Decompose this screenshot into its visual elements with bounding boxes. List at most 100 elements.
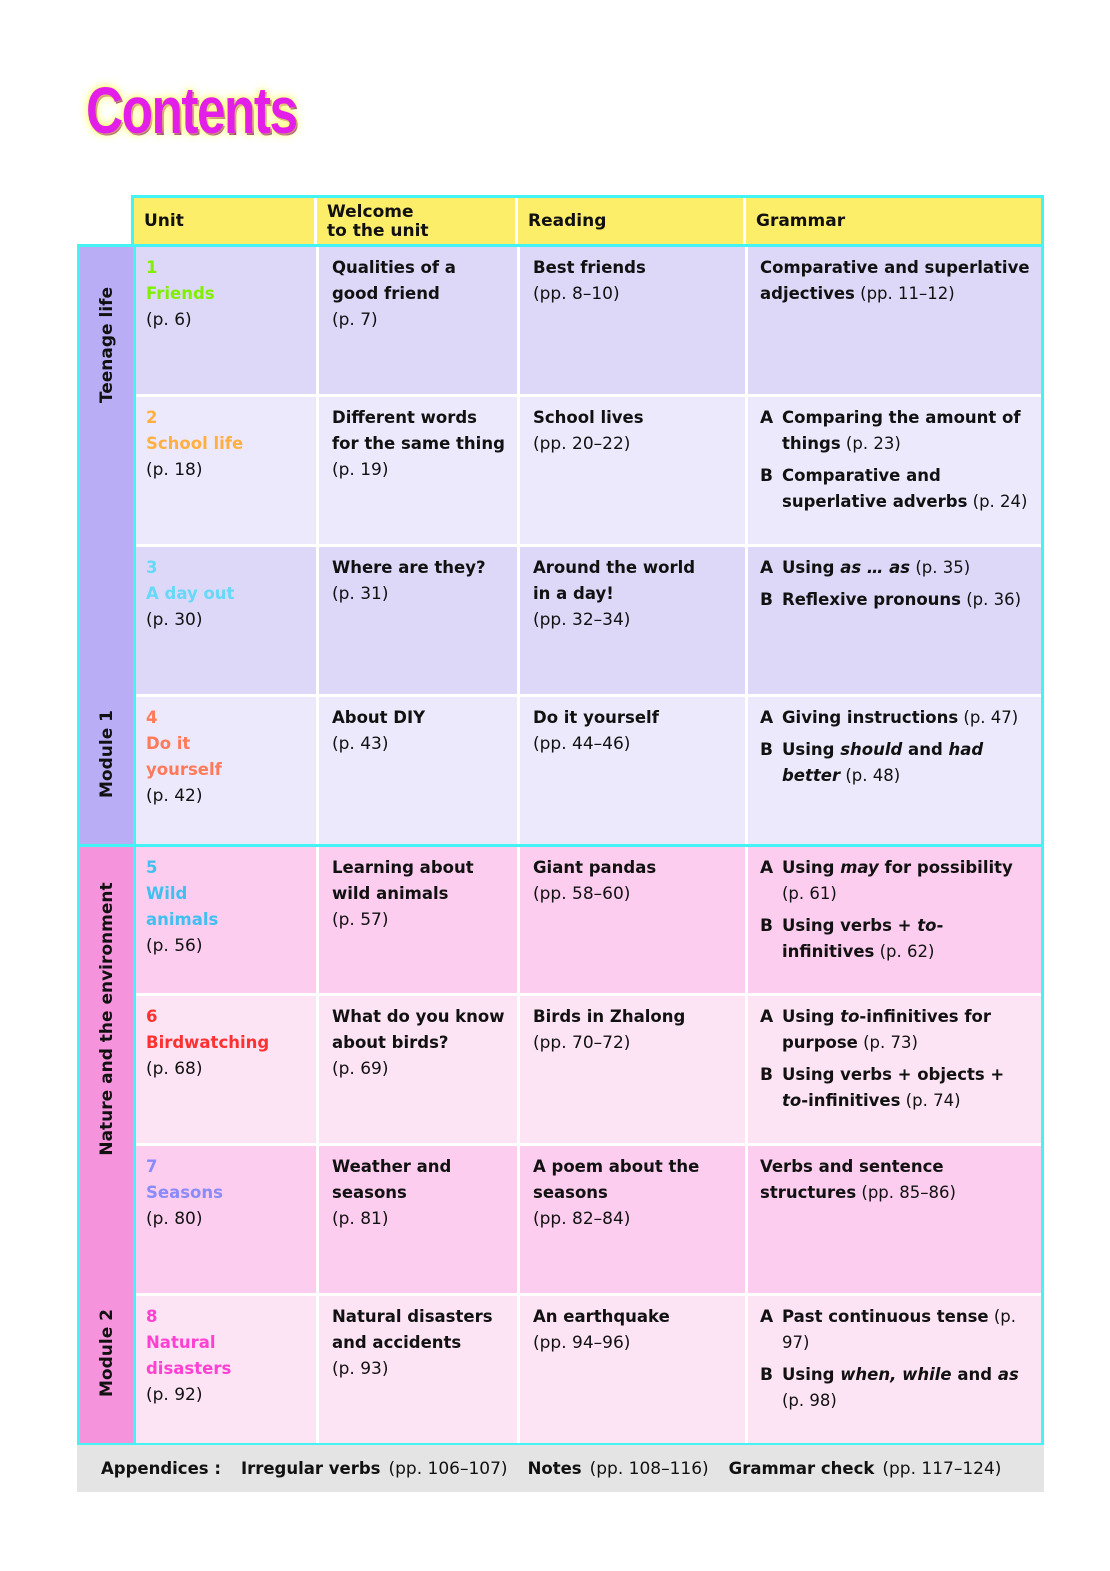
reading-title: in a day! [533, 583, 614, 603]
unit-row: 4 Do it yourself (p. 42) About DIY (p. 43) Do … [136, 696, 1041, 847]
welcome-title: Qualities of a [332, 258, 456, 277]
grammar-item-text: Comparative and superlative adjectives (… [760, 255, 1031, 307]
grammar-item: A Past continuous tense (p. 97) [760, 1304, 1031, 1356]
welcome-cell: Different words for the same thing (p. 19) [319, 396, 520, 544]
unit-number: 2 [146, 407, 158, 427]
grammar-text: Comparative and superlative adjectives [760, 258, 1030, 303]
grammar-item: B Using should and had better (p. 48) [760, 737, 1031, 789]
grammar-cell: Verbs and sentence structures (pp. 85–86… [748, 1146, 1041, 1293]
grammar-item-text: Using when, while and as (p. 98) [782, 1362, 1031, 1414]
grammar-item-text: Using as … as (p. 35) [782, 555, 970, 581]
grammar-text: and [951, 1365, 998, 1385]
reading-title: Do it yourself [533, 707, 659, 727]
grammar-text: Using [782, 1007, 841, 1027]
grammar-text: Using [782, 739, 841, 759]
welcome-page: (p. 81) [332, 1209, 389, 1230]
welcome-cell: About DIY (p. 43) [319, 696, 520, 844]
appendices-bar: Appendices : Irregular verbs (pp. 106–107… [77, 1445, 1044, 1492]
appendix-pages: (pp. 117–124) [882, 1458, 1002, 1479]
welcome-title: What do you know [332, 1007, 505, 1027]
welcome-cell: Natural disasters and accidents (p. 93) [319, 1296, 520, 1443]
unit-number: 3 [146, 557, 158, 577]
grammar-text: -infinitives [782, 915, 944, 961]
reading-title: Birds in Zhalong [533, 1007, 686, 1027]
grammar-text: had better [782, 739, 984, 785]
grammar-item-letter: B [760, 739, 773, 760]
unit-page: (p. 18) [146, 459, 203, 480]
units-grid: 1 Friends (p. 6) Qualities of a good friend (… [136, 247, 1041, 1443]
appendix-name: Grammar check [728, 1459, 875, 1478]
grammar-item-letter: B [760, 1065, 773, 1086]
reading-page: (pp. 8–10) [533, 284, 620, 304]
grammar-item-text: Giving instructions (p. 47) [782, 705, 1018, 731]
welcome-cell: Where are they? (p. 31) [319, 546, 520, 694]
unit-name: Natural [146, 1333, 216, 1353]
reading-cell: Birds in Zhalong (pp. 70–72) [520, 996, 748, 1144]
grammar-page: (pp. 11–12) [854, 284, 955, 303]
unit-number: 6 [146, 1007, 158, 1027]
grammar-page: (p. 73) [857, 1033, 918, 1053]
grammar-text: should [840, 739, 903, 759]
unit-row: 7 Seasons (p. 80) Weather and seasons (p. 81)… [136, 1146, 1041, 1297]
unit-row: 8 Natural disasters (p. 92) Natural disaster… [136, 1296, 1041, 1443]
unit-number: 1 [146, 258, 158, 277]
welcome-title: and accidents [332, 1333, 462, 1353]
unit-page: (p. 30) [146, 609, 203, 630]
grammar-item: Verbs and sentence structures (pp. 85–86… [760, 1154, 1031, 1206]
grammar-page: (p. 98) [782, 1391, 837, 1411]
reading-cell: Best friends (pp. 8–10) [520, 247, 748, 394]
grammar-item-text: Past continuous tense (p. 97) [782, 1304, 1031, 1356]
grammar-text: to [840, 1007, 860, 1027]
grammar-page: (p. 35) [910, 557, 971, 577]
grammar-item-text: Using may for possibility (p. 61) [782, 855, 1031, 907]
grammar-item: B Reflexive pronouns (p. 36) [760, 587, 1031, 613]
grammar-text: -infinitives [801, 1091, 901, 1111]
grammar-text: as … as [840, 557, 911, 577]
reading-page: (pp. 82–84) [533, 1209, 631, 1230]
grammar-page: (p. 62) [874, 941, 935, 961]
grammar-page: (p. 97) [782, 1307, 1017, 1353]
grammar-item-text: Using to-infinitives for purpose (p. 73) [782, 1004, 1031, 1056]
grammar-cell: A Using to-infinitives for purpose (p. 73… [748, 996, 1041, 1143]
unit-cell: 8 Natural disasters (p. 92) [136, 1296, 319, 1443]
page-title: Contents [86, 73, 298, 147]
welcome-page: (p. 57) [332, 909, 389, 930]
grammar-item: A Using may for possibility (p. 61) [760, 855, 1031, 907]
reading-page: (pp. 58–60) [533, 883, 631, 904]
grammar-item-letter: A [760, 1307, 774, 1328]
module-column: Teenage life Module 1 Nature and the env… [80, 247, 136, 1443]
grammar-text: to [782, 1091, 802, 1111]
grammar-page: (p. 61) [782, 883, 837, 903]
unit-number: 5 [146, 857, 158, 877]
grammar-page: (p. 24) [967, 491, 1028, 511]
grammar-text: Using verbs + objects + [782, 1065, 1005, 1085]
grammar-item-text: Comparing the amount of things (p. 23) [782, 405, 1031, 457]
grammar-text: for possibility [878, 857, 1013, 877]
grammar-item-letter: B [760, 1365, 773, 1386]
unit-row: 1 Friends (p. 6) Qualities of a good friend (… [136, 247, 1041, 397]
unit-cell: 7 Seasons (p. 80) [136, 1146, 319, 1294]
welcome-page: (p. 93) [332, 1359, 389, 1380]
module-name-label: Module 2 [96, 1309, 117, 1397]
reading-title: Around the world [533, 557, 696, 577]
unit-cell: 5 Wild animals (p. 56) [136, 846, 319, 994]
grammar-item: A Using to-infinitives for purpose (p. 73… [760, 1004, 1031, 1056]
reading-title: School lives [533, 407, 644, 427]
reading-page: (pp. 20–22) [533, 433, 631, 454]
grammar-text: Using verbs + [782, 915, 918, 935]
welcome-title: seasons [332, 1183, 407, 1203]
appendix-name: Irregular verbs [240, 1459, 381, 1478]
grammar-cell: A Past continuous tense (p. 97) B Using whe… [748, 1296, 1041, 1443]
grammar-text: Past continuous tense [782, 1307, 989, 1327]
appendices-label: Appendices : [101, 1459, 221, 1478]
reading-cell: Around the world in a day! (pp. 32–34) [520, 546, 748, 694]
grammar-text: Giving instructions [782, 707, 959, 727]
grammar-text: Using [782, 557, 841, 577]
welcome-cell: Weather and seasons (p. 81) [319, 1146, 520, 1294]
unit-cell: 4 Do it yourself (p. 42) [136, 696, 319, 844]
unit-name: Seasons [146, 1183, 223, 1203]
contents-table: Teenage life Module 1 Nature and the env… [77, 244, 1044, 1446]
grammar-item: B Using verbs + to-infinitives (p. 62) [760, 913, 1031, 965]
reading-cell: School lives (pp. 20–22) [520, 396, 748, 544]
grammar-page: (pp. 85–86) [856, 1183, 956, 1203]
